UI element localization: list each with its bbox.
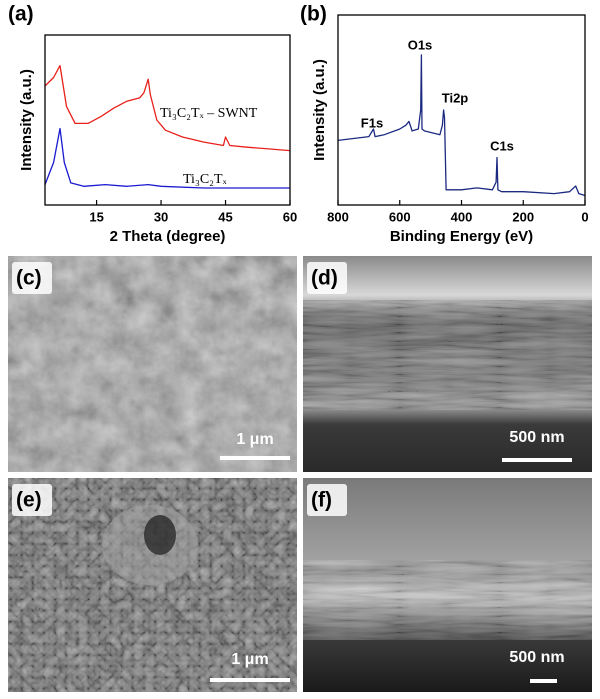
y-axis-label: Intensity (a.u.): [18, 69, 35, 171]
sem-d: [303, 256, 592, 472]
scale-bar-label: 500 nm: [509, 429, 564, 446]
panel-label: (d): [311, 267, 338, 290]
x-tick-label: 400: [451, 209, 473, 224]
series-label: Ti₃C₂Tₓ – SWNT: [160, 106, 258, 121]
x-tick-label: 60: [283, 209, 297, 224]
panel-label: (e): [16, 489, 42, 512]
x-tick-label: 800: [327, 209, 349, 224]
scale-bar-label: 1 μm: [231, 651, 268, 668]
peak-annotation: O1s: [408, 37, 433, 52]
x-tick-label: 15: [89, 209, 103, 224]
x-tick-label: 30: [154, 209, 168, 224]
y-axis-label: Intensity (a.u.): [311, 59, 328, 161]
plot-frame: [337, 14, 586, 206]
peak-annotation: C1s: [490, 138, 514, 153]
x-tick-label: 600: [389, 209, 411, 224]
data-line: [337, 54, 586, 197]
x-axis-label: Binding Energy (eV): [390, 228, 533, 245]
panel-label-bg: [12, 484, 52, 516]
sem-e: [8, 478, 297, 692]
panel-label: (c): [16, 267, 42, 290]
panel-label: (a): [8, 3, 34, 26]
sem-c: [8, 256, 297, 472]
panel-label: (b): [300, 3, 327, 26]
x-tick-label: 0: [581, 209, 588, 224]
panel-label-bg: [307, 484, 347, 516]
plot-frame: [44, 34, 291, 206]
peak-annotation: F1s: [361, 115, 383, 130]
peak-annotation: Ti2p: [442, 90, 469, 105]
x-tick-label: 45: [218, 209, 232, 224]
sem-f: [303, 478, 592, 692]
panel-label-bg: [12, 262, 52, 294]
scale-bar-label: 500 nm: [509, 649, 564, 666]
scale-bar-label: 1 μm: [236, 431, 273, 448]
x-axis-label: 2 Theta (degree): [110, 228, 226, 245]
series-label: Ti₃C₂Tₓ: [183, 172, 228, 187]
x-tick-label: 200: [512, 209, 534, 224]
data-line: [44, 64, 291, 152]
panel-label: (f): [311, 489, 332, 512]
panel-label-bg: [307, 262, 347, 294]
data-line: [44, 127, 290, 189]
